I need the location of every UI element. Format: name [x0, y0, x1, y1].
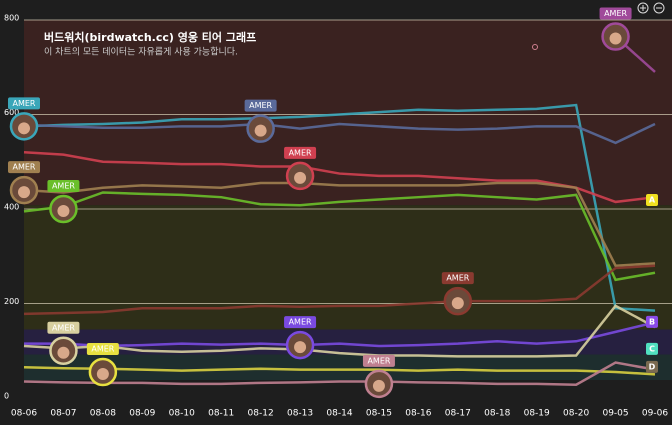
avatar-face: [18, 122, 30, 135]
region-badge: [284, 146, 317, 159]
x-tick-label: 08-08: [90, 409, 116, 419]
tier-label: D: [649, 362, 656, 371]
series-line: [23, 366, 656, 376]
x-tick-label: 08-18: [484, 409, 510, 419]
region-label: AMER: [289, 318, 312, 327]
x-tick-label: 08-16: [405, 409, 431, 419]
series-line: [23, 103, 656, 312]
region-badge: [284, 316, 317, 329]
avatar-face: [294, 341, 307, 354]
x-tick-label: 08-11: [208, 409, 234, 419]
x-tick-label: 09-06: [642, 409, 668, 419]
region-badge: [47, 321, 80, 334]
region-label: AMER: [52, 182, 75, 191]
region-badge: [86, 343, 119, 356]
avatar-face: [451, 297, 464, 310]
x-tick-label: 08-09: [129, 409, 155, 419]
avatar-face: [609, 32, 622, 45]
tier-badge: [646, 194, 658, 207]
x-tick-label: 08-17: [445, 409, 471, 419]
series-line: [23, 122, 656, 145]
x-tick-label: 08-10: [169, 409, 195, 419]
region-label: AMER: [91, 345, 114, 354]
avatar-face: [57, 346, 70, 359]
zoom-controls[interactable]: [637, 2, 665, 14]
region-badge: [244, 99, 277, 112]
x-tick-label: 08-19: [524, 409, 550, 419]
tier-badge: [646, 315, 658, 328]
chart-subtitle: 이 차트의 모든 데이터는 자유롭게 사용 가능합니다.: [44, 46, 238, 58]
x-tick-label: 08-15: [366, 409, 392, 419]
chart-title: 버드워치(birdwatch.cc) 영웅 티어 그래프: [44, 30, 256, 44]
region-badge: [47, 180, 80, 192]
tier-label: A: [649, 196, 656, 205]
tier-badge: [646, 360, 658, 373]
x-tick-label: 08-13: [287, 409, 313, 419]
x-tick-label: 09-05: [602, 409, 628, 419]
series-line: [23, 191, 656, 282]
series-line: [23, 151, 656, 204]
region-label: AMER: [367, 356, 390, 365]
region-badge: [8, 97, 40, 110]
region-label: AMER: [289, 148, 312, 157]
zoom-out[interactable]: [653, 2, 665, 14]
y-tick-label: 600: [4, 108, 19, 117]
y-tick-label: 200: [4, 297, 19, 306]
region-label: AMER: [13, 163, 36, 172]
zoom-in-icon: [640, 5, 646, 11]
region-badge: [8, 161, 40, 174]
plot-area: 0 200 400 600 800 08-06 08-07 08-08 08-09 08-10 08…: [4, 7, 672, 419]
region-badge: [441, 272, 474, 285]
tier-band: [24, 354, 672, 381]
point-marker: [532, 44, 538, 50]
avatar-face: [57, 205, 70, 217]
series-line: [23, 361, 656, 387]
avatar-face: [254, 124, 267, 137]
avatar-face: [372, 379, 385, 392]
region-label: AMER: [446, 274, 469, 283]
y-tick-label: 400: [4, 203, 19, 212]
x-tick-label: 08-07: [50, 409, 76, 419]
series-line: [23, 304, 656, 358]
region-badge: [599, 7, 632, 20]
region-label: AMER: [52, 323, 75, 332]
zoom-in[interactable]: [637, 2, 649, 14]
avatar-face: [96, 368, 109, 381]
series-line: [23, 181, 656, 267]
tier-badge: [646, 342, 658, 355]
tier-label: B: [649, 317, 655, 326]
x-tick-label: 08-12: [248, 409, 274, 419]
y-tick-label: 800: [4, 14, 19, 23]
avatar-face: [18, 186, 30, 199]
avatar-face: [294, 171, 307, 184]
x-tick-label: 08-14: [326, 409, 352, 419]
series-line: [23, 264, 656, 316]
region-label: AMER: [604, 9, 627, 18]
region-label: AMER: [249, 101, 272, 110]
y-tick-label: 0: [4, 392, 9, 401]
x-tick-label: 08-20: [563, 409, 589, 419]
region-label: AMER: [13, 99, 36, 108]
x-tick-label: 08-06: [11, 409, 37, 419]
tier-label: C: [649, 344, 655, 353]
region-badge: [362, 354, 395, 367]
series-line: [24, 321, 656, 348]
